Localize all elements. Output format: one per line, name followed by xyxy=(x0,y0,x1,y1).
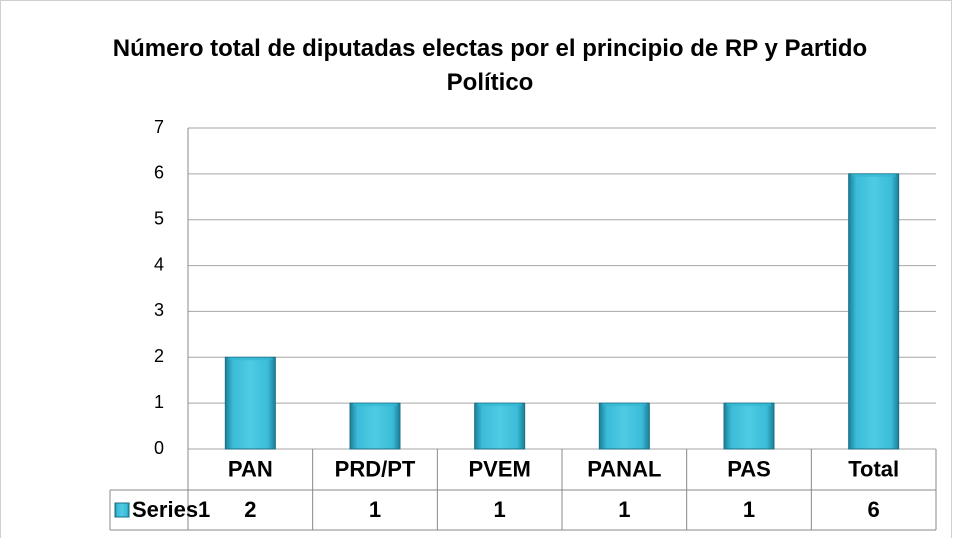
bar-bevel xyxy=(727,403,771,407)
table-value: 1 xyxy=(369,497,381,522)
x-tick-label: Total xyxy=(848,456,899,481)
bar-bevel xyxy=(228,357,273,361)
table-value: 6 xyxy=(868,497,880,522)
table-value: 1 xyxy=(618,497,630,522)
bar xyxy=(224,356,276,450)
y-tick-label: 2 xyxy=(154,346,164,366)
y-tick-label: 5 xyxy=(154,208,164,228)
y-tick-label: 3 xyxy=(154,300,164,320)
bar xyxy=(349,402,401,450)
x-tick-label: PAS xyxy=(727,456,771,481)
y-tick-label: 0 xyxy=(154,438,164,458)
bar-bevel xyxy=(602,403,647,407)
y-tick-label: 7 xyxy=(154,117,164,137)
y-tick-label: 6 xyxy=(154,163,164,183)
legend-label: Series1 xyxy=(132,497,210,522)
bar xyxy=(474,402,526,450)
chart-title: Número total de diputadas electas por el… xyxy=(112,35,868,96)
bar-bevel xyxy=(851,173,896,177)
bar-bevel xyxy=(353,403,397,407)
x-tick-label: PAN xyxy=(228,456,273,481)
bar xyxy=(723,402,775,450)
bar xyxy=(598,402,650,450)
x-tick-label: PRD/PT xyxy=(335,456,416,481)
table-value: 1 xyxy=(494,497,506,522)
x-tick-label: PANAL xyxy=(587,456,661,481)
bar-bevel xyxy=(477,403,522,407)
legend-key xyxy=(114,502,130,518)
x-tick-label: PVEM xyxy=(468,456,530,481)
bar xyxy=(848,173,900,450)
y-tick-label: 1 xyxy=(154,392,164,412)
table-value: 2 xyxy=(244,497,256,522)
y-tick-label: 4 xyxy=(154,254,164,274)
table-value: 1 xyxy=(743,497,755,522)
